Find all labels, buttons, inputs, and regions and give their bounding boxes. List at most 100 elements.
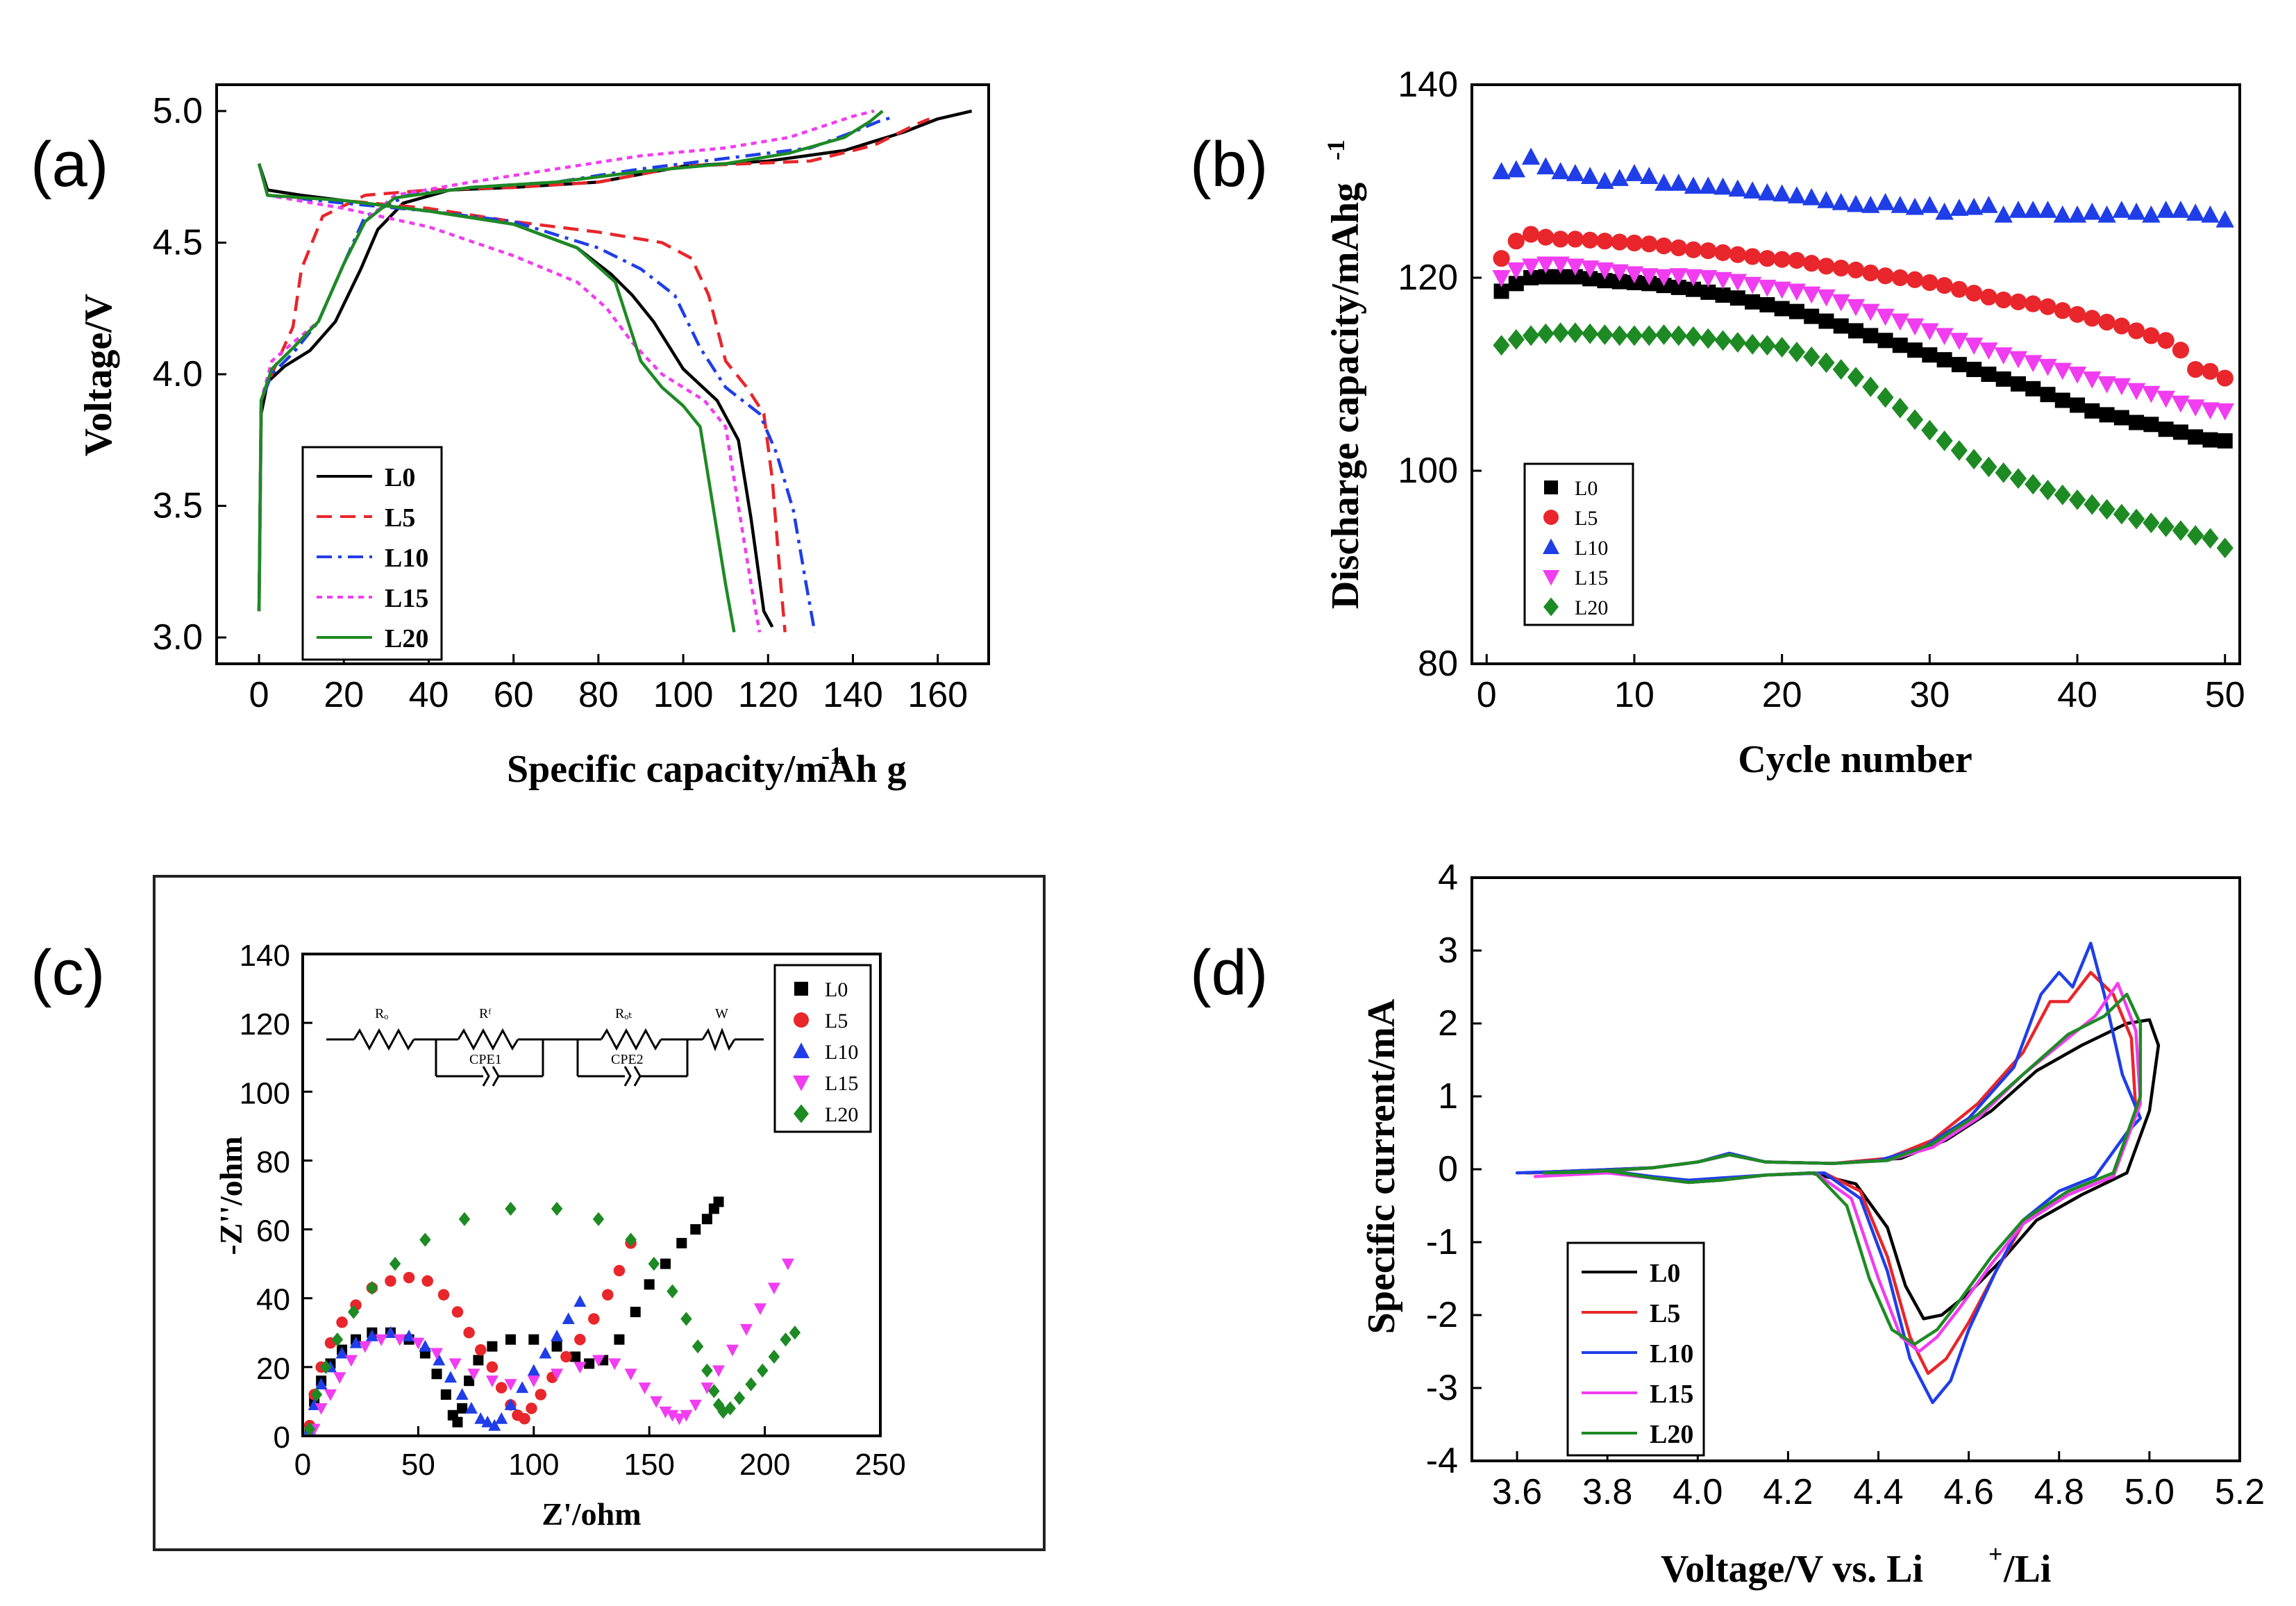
legend-label-l0: L0 [825,978,848,1001]
data-point-l10 [1891,196,1910,213]
data-point-l10 [349,1336,362,1348]
y-tick-label-a: 5.0 [153,91,203,131]
data-point-l20 [458,1212,471,1226]
data-point-l5 [1847,261,1865,278]
y-tick-label-b: 140 [1398,65,1458,105]
data-point-l20 [1950,440,1968,461]
legend-label-l20: L20 [1575,596,1608,619]
data-point-l20 [1759,335,1776,356]
data-point-l10 [2097,205,2116,223]
data-point-l0 [1774,301,1790,317]
legend-label-l10: L10 [1575,537,1608,560]
x-tick-label-a: 40 [409,675,449,715]
data-point-l5 [574,1333,586,1346]
data-point-l10 [1846,194,1866,212]
data-point-l10 [1654,174,1673,191]
data-point-l10 [403,1329,416,1341]
y-tick-label-d: -2 [1426,1295,1458,1335]
x-axis-title-sup-d: + [1988,1540,2003,1568]
data-point-l5 [336,1316,348,1328]
data-point-l0 [487,1341,498,1352]
data-point-l0 [713,1196,724,1207]
data-point-l15 [673,1413,686,1425]
data-point-l20 [1921,419,1938,441]
chart-a: 0 20 40 60 80 100 120 140 160 3.0 3.5 4.0 4.5 5.0 Spec… [77,83,990,791]
data-point-l0 [1597,273,1613,289]
data-point-l15 [1625,266,1644,284]
data-point-l5 [1537,228,1555,246]
legend-label-l10: L10 [385,544,428,573]
data-point-l5 [1980,288,1997,306]
legend-marker-l0 [794,982,808,996]
data-point-l5 [1906,271,1924,288]
data-point-l20 [1891,397,1909,419]
data-point-l20 [1552,322,1569,344]
data-point-l10 [504,1398,517,1410]
legend-marker-l5 [1543,510,1559,525]
data-point-l20 [505,1201,517,1216]
data-point-l20 [592,1212,605,1226]
data-point-l10 [1920,196,1939,213]
data-point-l5 [486,1361,498,1373]
data-point-l5 [1788,251,1806,269]
y-tick-label-c: 60 [256,1214,290,1248]
data-point-l5 [2084,310,2101,327]
data-point-l5 [403,1271,415,1284]
data-point-l20 [1596,324,1614,345]
data-point-l10 [539,1346,552,1359]
data-point-l10 [1580,167,1600,185]
data-point-l0 [2099,407,2115,423]
data-point-l10 [488,1419,501,1431]
discharge-curve-l10 [257,163,816,633]
data-point-l15 [2156,390,2175,408]
x-tick-label-d: 4.2 [1763,1472,1813,1512]
data-point-l0 [1848,323,1863,339]
data-point-l20 [757,1363,769,1378]
data-point-l10 [444,1371,457,1383]
data-point-l10 [573,1295,587,1307]
data-point-l5 [2098,313,2115,331]
legend-label-l20: L20 [385,624,428,653]
data-point-l20 [1537,323,1555,344]
data-point-l15 [2142,385,2161,403]
y-tick-label-d: -1 [1426,1222,1458,1262]
x-tick-label-a: 80 [578,675,619,715]
y-axis-title-d: Specific current/mA [1360,998,1403,1334]
equivalent-circuit-inset [326,1027,764,1087]
data-point-l5 [1950,281,1968,298]
data-point-l20 [1714,330,1732,351]
x-tick-label-b: 30 [1909,675,1950,715]
data-point-l10 [1684,176,1703,194]
data-point-l5 [475,1344,487,1356]
data-point-l15 [712,1365,726,1378]
data-point-l0 [2129,415,2145,430]
data-point-l20 [2157,516,2175,537]
data-point-l15 [2201,402,2220,420]
data-point-l10 [1610,169,1629,186]
data-point-l15 [781,1258,794,1271]
data-point-l0 [1818,313,1834,329]
legend-label-l15: L15 [1575,567,1608,589]
data-point-l0 [1611,274,1627,290]
y-tick-label-a: 4.0 [153,354,203,394]
data-point-l0 [676,1237,687,1248]
data-point-l0 [551,1341,562,1352]
data-point-l0 [528,1334,539,1345]
data-point-l15 [2127,383,2146,401]
data-point-l5 [1744,248,1761,265]
data-point-l0 [690,1224,701,1235]
data-point-l10 [1625,164,1644,181]
chart-c: 0 50 100 150 200 250 0 20 40 60 80 100 120 140 Z'/ohm -… [213,939,906,1532]
data-point-l15 [2215,403,2234,421]
data-point-l0 [1907,342,1923,358]
data-point-l20 [389,1257,401,1271]
data-point-l5 [1729,246,1746,263]
discharge-curve-l20 [257,163,736,633]
data-point-l10 [1817,191,1836,208]
data-point-l15 [527,1375,540,1388]
data-point-l10 [2068,205,2087,223]
data-point-l10 [2127,202,2146,220]
data-point-l5 [1966,285,1983,302]
data-point-l5 [463,1327,475,1339]
charge-curve-l5 [257,117,930,612]
